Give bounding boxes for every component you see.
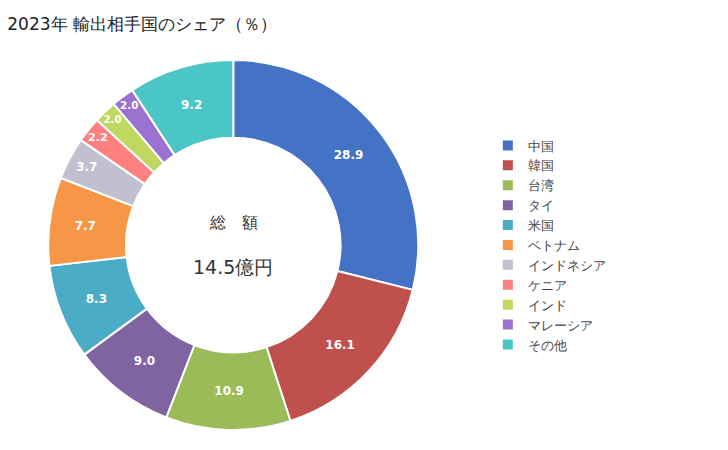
svg-text:9.0: 9.0 [134,354,155,368]
svg-text:中国: 中国 [528,139,554,154]
svg-text:その他: その他 [528,338,567,353]
svg-text:台湾: 台湾 [528,178,554,193]
svg-text:10.9: 10.9 [214,384,244,398]
svg-text:2.2: 2.2 [88,131,108,144]
svg-text:9.2: 9.2 [181,98,202,112]
svg-text:7.7: 7.7 [75,219,96,233]
svg-text:2.0: 2.0 [103,113,121,125]
svg-text:3.7: 3.7 [76,160,97,174]
svg-text:インドネシア: インドネシア [528,258,606,273]
svg-text:ベトナム: ベトナム [528,238,580,253]
svg-text:米国: 米国 [528,218,554,233]
svg-text:8.3: 8.3 [86,292,107,306]
svg-text:28.9: 28.9 [334,148,364,162]
svg-text:14.5億円: 14.5億円 [193,256,273,278]
svg-text:タイ: タイ [528,198,554,213]
svg-text:2.0: 2.0 [120,99,138,111]
svg-text:インド: インド [528,298,567,313]
svg-text:ケニア: ケニア [528,278,567,293]
svg-text:韓国: 韓国 [528,158,554,173]
svg-text:総 額: 総 額 [209,213,258,232]
svg-text:2023年 輸出相手国のシェア（％）: 2023年 輸出相手国のシェア（％） [7,14,277,34]
svg-text:マレーシア: マレーシア [528,318,593,333]
svg-text:16.1: 16.1 [325,338,355,352]
